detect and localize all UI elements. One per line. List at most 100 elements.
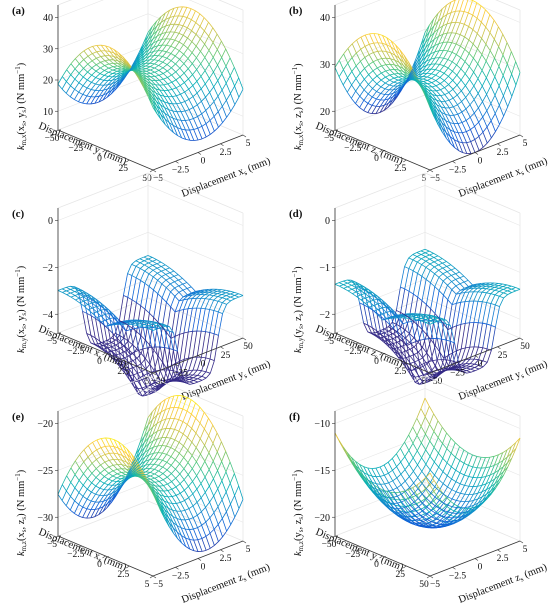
surface-line: [173, 6, 179, 17]
surface-line: [183, 295, 188, 298]
surface-line: [221, 65, 227, 74]
surface-line: [451, 302, 457, 306]
surface-line: [408, 290, 414, 295]
surface-line: [90, 493, 96, 502]
surface-line: [136, 60, 142, 65]
surface-line: [213, 95, 219, 102]
surface-line: [197, 138, 203, 141]
surface-line: [157, 270, 162, 274]
surface-line: [401, 350, 407, 353]
surface-line: [494, 95, 500, 106]
surface-line: [456, 348, 462, 352]
surface-line: [334, 60, 340, 68]
surface-line: [66, 292, 71, 295]
surface-line: [79, 467, 84, 474]
surface-line: [367, 112, 372, 115]
surface-line: [139, 258, 145, 262]
surface-line: [74, 480, 80, 489]
surface-line: [447, 41, 452, 43]
x-axis-label: Displacement xs (mm): [180, 156, 273, 201]
surface-line: [441, 106, 446, 109]
surface-line: [444, 80, 449, 85]
surface-line: [376, 86, 382, 92]
surface-line: [213, 295, 218, 297]
surface-line: [399, 313, 404, 316]
x-tick: [429, 372, 434, 376]
surface-line: [162, 73, 168, 78]
surface-line: [189, 548, 195, 552]
surface-line: [209, 78, 215, 88]
surface-line: [438, 267, 443, 271]
surface-line: [435, 69, 440, 72]
surface-mesh: [57, 255, 244, 397]
surface-line: [439, 64, 444, 67]
surface-line: [94, 508, 100, 517]
surface-line: [210, 130, 215, 135]
surface-line: [157, 279, 163, 285]
surface-line: [393, 348, 399, 354]
surface-line: [201, 110, 206, 115]
surface-line: [174, 287, 180, 293]
surface-line: [120, 351, 125, 354]
surface-line: [351, 283, 357, 286]
surface-line: [143, 84, 149, 93]
surface-line: [188, 357, 194, 371]
surface-line: [91, 67, 97, 72]
surface-line: [143, 424, 149, 437]
surface-line: [157, 44, 163, 51]
surface-line: [70, 85, 75, 90]
surface-line: [156, 259, 162, 263]
surface-line: [439, 72, 445, 78]
surface-line: [364, 296, 370, 299]
surface-line: [376, 93, 381, 100]
surface-line: [472, 284, 478, 287]
surface-line: [446, 319, 451, 326]
surface-line: [167, 77, 173, 83]
surface-line: [420, 252, 426, 255]
surface-line: [372, 70, 378, 77]
surface-line: [373, 305, 379, 310]
surface-line: [441, 127, 447, 139]
surface-line: [473, 291, 479, 302]
surface-line: [426, 63, 432, 66]
y-tick-label: 2.5: [117, 367, 129, 377]
surface-line: [430, 63, 436, 70]
surface-line: [442, 273, 448, 278]
surface-line: [368, 296, 374, 301]
surface-line: [450, 269, 456, 274]
surface-line: [164, 505, 170, 514]
surface-line: [230, 291, 235, 295]
surface-line: [432, 359, 438, 361]
surface-line: [385, 76, 390, 81]
surface-line: [98, 94, 104, 103]
surface-line: [225, 289, 231, 292]
surface-line: [90, 90, 96, 97]
surface-line: [140, 461, 146, 468]
surface-line: [74, 286, 79, 293]
surface-line: [381, 307, 387, 313]
surface-line: [184, 120, 190, 131]
surface-line: [218, 536, 223, 542]
surface-line: [116, 473, 122, 477]
surface-line: [376, 91, 381, 94]
surface-line: [208, 27, 214, 37]
surface-line: [90, 83, 96, 90]
surface-line: [168, 369, 174, 380]
surface-line: [368, 74, 374, 80]
surface-line: [405, 333, 410, 339]
surface-line: [380, 86, 386, 90]
surface-line: [159, 485, 164, 492]
surface-line: [389, 347, 394, 353]
surface-line: [168, 502, 173, 504]
surface-line: [502, 284, 508, 287]
surface-line: [147, 483, 152, 489]
surface-line: [397, 82, 403, 87]
surface-line: [100, 447, 106, 455]
surface-line: [156, 261, 162, 265]
surface-line: [148, 433, 154, 444]
surface-line: [376, 79, 382, 85]
surface-line: [104, 319, 110, 326]
surface-line: [78, 504, 83, 508]
surface-line: [491, 131, 496, 139]
surface-line: [156, 267, 162, 272]
